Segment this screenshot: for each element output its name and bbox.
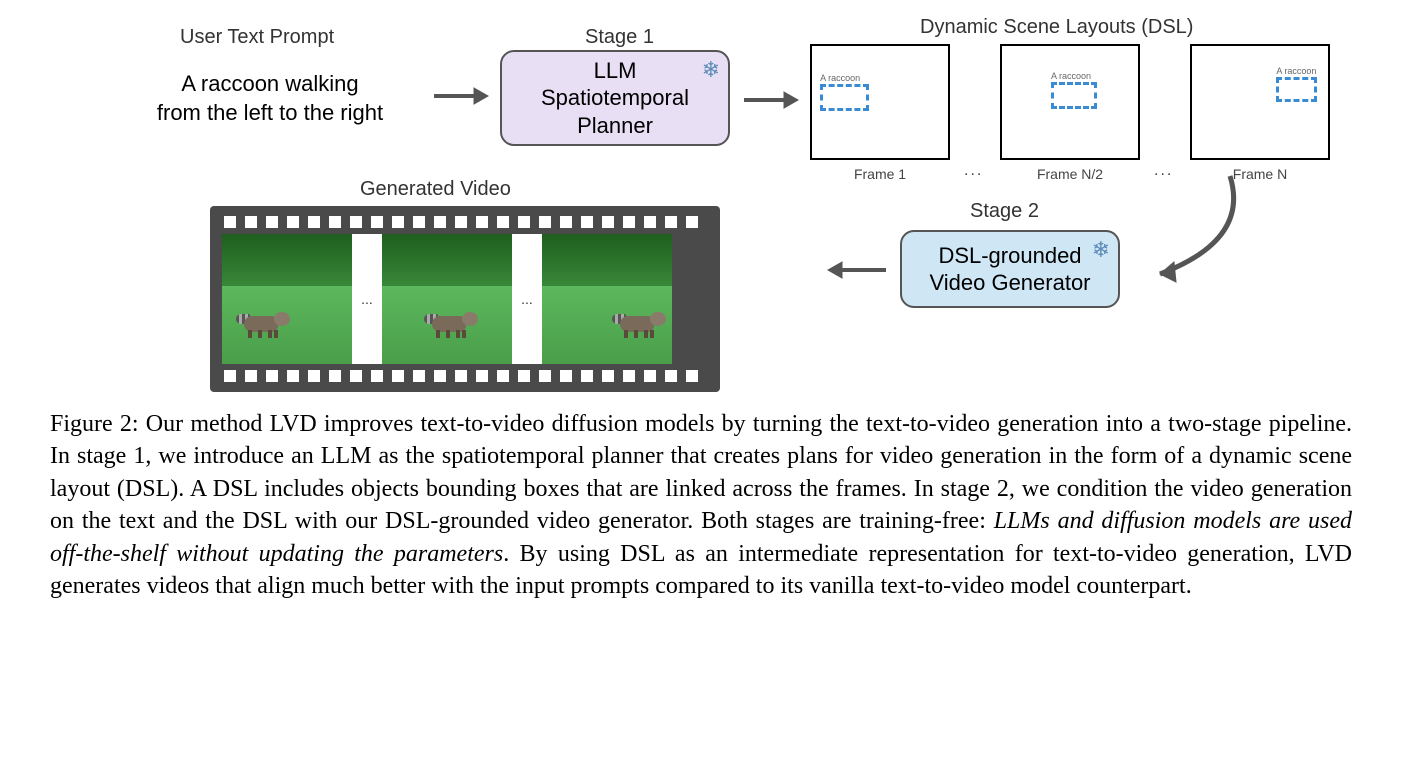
stage2-box: ❄ DSL-grounded Video Generator bbox=[900, 230, 1120, 308]
stage1-box-text: LLM Spatiotemporal Planner bbox=[541, 57, 689, 140]
sprocket-hole bbox=[245, 370, 257, 382]
sprocket-hole bbox=[413, 216, 425, 228]
sprocket-hole bbox=[539, 370, 551, 382]
snowflake-icon: ❄ bbox=[1092, 236, 1110, 264]
sprocket-hole bbox=[602, 216, 614, 228]
video-frame bbox=[382, 234, 512, 364]
film-gap: ... bbox=[512, 234, 542, 364]
dsl-bbox bbox=[820, 84, 869, 111]
raccoon-sprite bbox=[612, 310, 666, 338]
sprocket-hole bbox=[665, 370, 677, 382]
sprocket-hole bbox=[539, 216, 551, 228]
sprocket-hole bbox=[350, 370, 362, 382]
sprocket-hole bbox=[308, 216, 320, 228]
sprocket-hole bbox=[560, 216, 572, 228]
sprocket-row-bottom bbox=[224, 370, 706, 382]
dsl-bbox bbox=[1051, 82, 1097, 109]
sprocket-hole bbox=[455, 216, 467, 228]
dsl-frame: A raccoonFrame N/2 bbox=[1000, 44, 1140, 160]
sprocket-hole bbox=[413, 370, 425, 382]
sprocket-hole bbox=[224, 216, 236, 228]
dsl-frame: A raccoonFrame N bbox=[1190, 44, 1330, 160]
sprocket-hole bbox=[560, 370, 572, 382]
raccoon-sprite bbox=[236, 310, 290, 338]
sprocket-hole bbox=[434, 216, 446, 228]
sprocket-hole bbox=[329, 216, 341, 228]
sprocket-hole bbox=[371, 370, 383, 382]
sprocket-hole bbox=[644, 370, 656, 382]
stage2-label: Stage 2 bbox=[970, 200, 1039, 223]
sprocket-hole bbox=[686, 370, 698, 382]
sprocket-hole bbox=[266, 370, 278, 382]
stage1-box: ❄ LLM Spatiotemporal Planner bbox=[500, 50, 730, 146]
dsl-bbox-label: A raccoon bbox=[820, 73, 860, 83]
filmstrip: ...... bbox=[210, 206, 720, 392]
sprocket-hole bbox=[518, 370, 530, 382]
sprocket-hole bbox=[434, 370, 446, 382]
sprocket-row-top bbox=[224, 216, 706, 228]
snowflake-icon: ❄ bbox=[702, 56, 720, 84]
film-frames-row: ...... bbox=[222, 234, 708, 364]
arrow-stage1-to-dsl bbox=[740, 88, 800, 112]
sprocket-hole bbox=[581, 216, 593, 228]
video-frame bbox=[222, 234, 352, 364]
dsl-ellipsis: ... bbox=[964, 162, 983, 180]
sprocket-hole bbox=[224, 370, 236, 382]
pipeline-diagram: User Text Prompt Stage 1 Dynamic Scene L… bbox=[50, 20, 1352, 380]
arrow-dsl-to-stage2 bbox=[1120, 170, 1260, 290]
raccoon-sprite bbox=[424, 310, 478, 338]
sprocket-hole bbox=[665, 216, 677, 228]
generated-video-heading: Generated Video bbox=[360, 178, 511, 201]
sprocket-hole bbox=[329, 370, 341, 382]
sprocket-hole bbox=[287, 216, 299, 228]
prompt-line1: A raccoon walking bbox=[181, 71, 358, 96]
sprocket-hole bbox=[308, 370, 320, 382]
user-prompt-text: A raccoon walking from the left to the r… bbox=[125, 70, 415, 127]
sprocket-hole bbox=[623, 216, 635, 228]
film-gap: ... bbox=[352, 234, 382, 364]
dsl-frame: A raccoonFrame 1 bbox=[810, 44, 950, 160]
sprocket-hole bbox=[497, 370, 509, 382]
sprocket-hole bbox=[518, 216, 530, 228]
caption-prefix: Figure 2: bbox=[50, 411, 146, 437]
sprocket-hole bbox=[476, 370, 488, 382]
dsl-frame-caption: Frame N/2 bbox=[1002, 166, 1138, 182]
sprocket-hole bbox=[392, 216, 404, 228]
dsl-bbox-label: A raccoon bbox=[1276, 66, 1316, 76]
sprocket-hole bbox=[245, 216, 257, 228]
sprocket-hole bbox=[623, 370, 635, 382]
dsl-heading: Dynamic Scene Layouts (DSL) bbox=[920, 16, 1193, 39]
dsl-frame-caption: Frame 1 bbox=[812, 166, 948, 182]
arrow-prompt-to-stage1 bbox=[430, 84, 490, 108]
sprocket-hole bbox=[497, 216, 509, 228]
user-prompt-heading: User Text Prompt bbox=[180, 26, 334, 49]
sprocket-hole bbox=[392, 370, 404, 382]
sprocket-hole bbox=[476, 216, 488, 228]
video-frame bbox=[542, 234, 672, 364]
arrow-stage2-to-video bbox=[820, 258, 890, 282]
sprocket-hole bbox=[644, 216, 656, 228]
sprocket-hole bbox=[287, 370, 299, 382]
dsl-bbox-label: A raccoon bbox=[1051, 71, 1091, 81]
sprocket-hole bbox=[350, 216, 362, 228]
dsl-bbox bbox=[1276, 77, 1317, 102]
sprocket-hole bbox=[581, 370, 593, 382]
sprocket-hole bbox=[371, 216, 383, 228]
sprocket-hole bbox=[455, 370, 467, 382]
sprocket-hole bbox=[686, 216, 698, 228]
prompt-line2: from the left to the right bbox=[157, 100, 383, 125]
sprocket-hole bbox=[266, 216, 278, 228]
stage2-box-text: DSL-grounded Video Generator bbox=[929, 242, 1090, 297]
sprocket-hole bbox=[602, 370, 614, 382]
figure-caption: Figure 2: Our method LVD improves text-t… bbox=[50, 408, 1352, 602]
stage1-label: Stage 1 bbox=[585, 26, 654, 49]
